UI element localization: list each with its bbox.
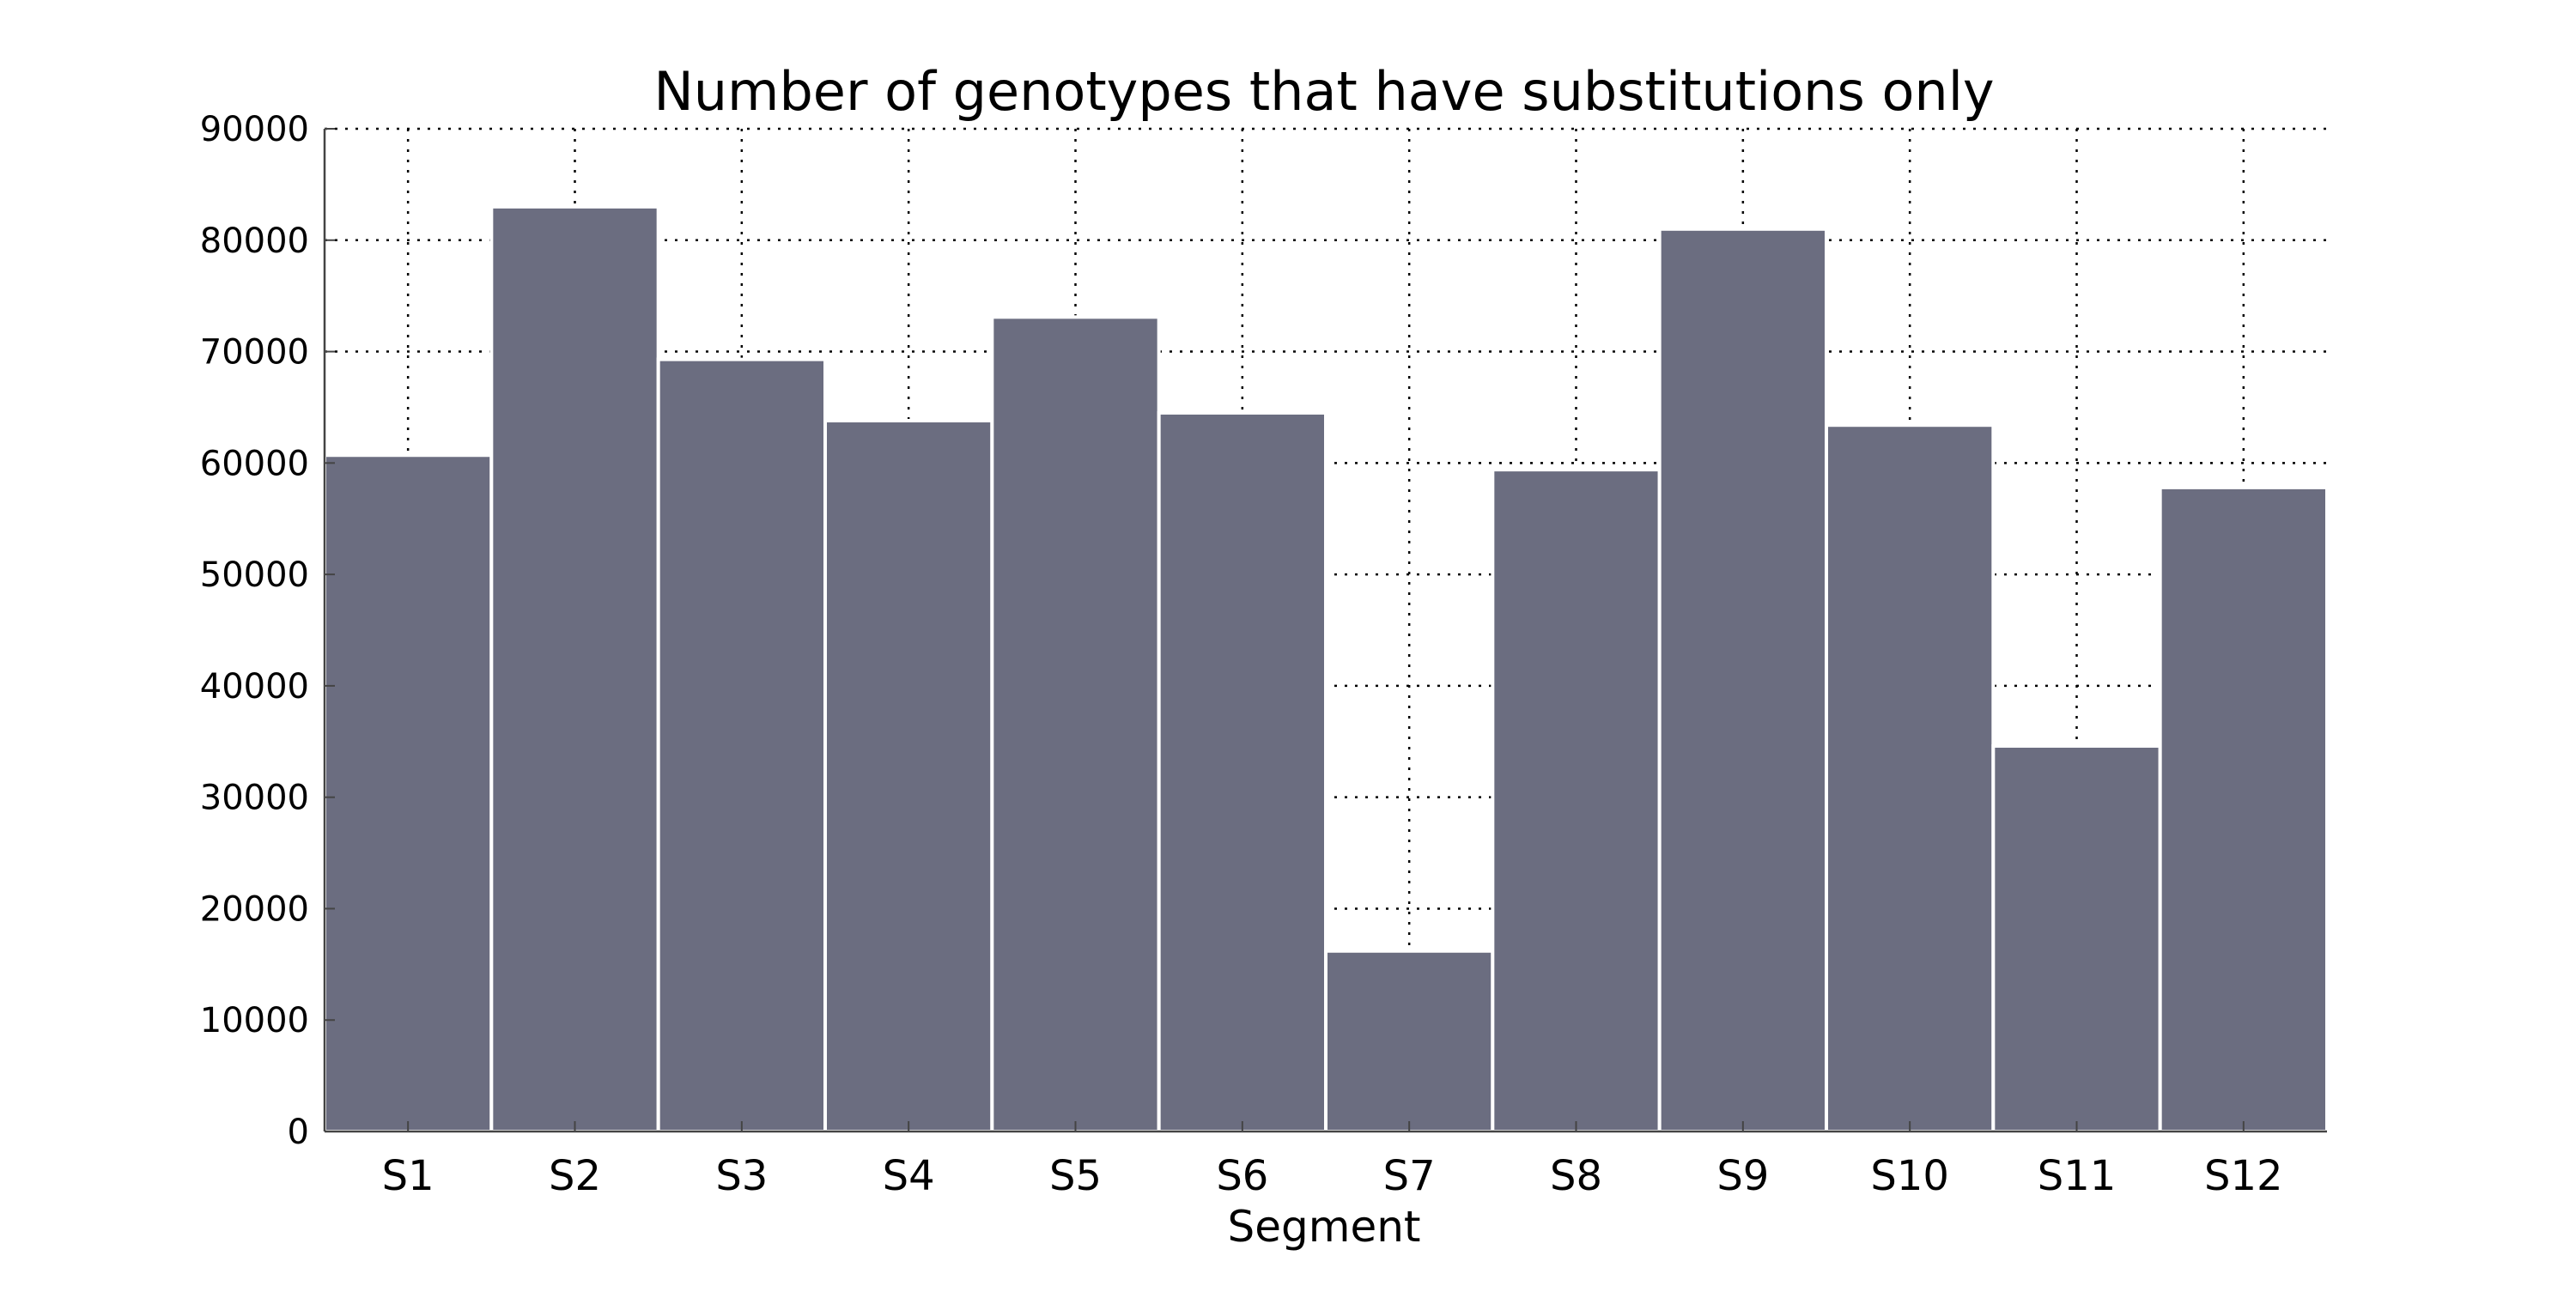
- x-tick-label-s6: S6: [1216, 1152, 1268, 1200]
- bar-s5: [990, 315, 1161, 1133]
- bar-s3: [656, 357, 828, 1133]
- bar-s12: [2158, 485, 2330, 1133]
- y-tick-label: 50000: [200, 555, 309, 595]
- tick-labels: 0 10000 20000 30000 40000 50000 60000 70000 8000…: [200, 110, 2283, 1200]
- x-tick-label-s4: S4: [883, 1152, 935, 1200]
- x-tick-label-s12: S12: [2204, 1152, 2283, 1200]
- bar-s7: [1324, 949, 1495, 1134]
- bar-s9: [1657, 227, 1828, 1133]
- x-tick-label-s3: S3: [715, 1152, 768, 1200]
- x-tick-label-s11: S11: [2038, 1152, 2117, 1200]
- chart-title: Number of genotypes that have substituti…: [653, 60, 1994, 123]
- bar-s2: [489, 204, 660, 1133]
- bars: [323, 204, 2330, 1134]
- bar-s11: [1991, 743, 2162, 1133]
- bar-s6: [1157, 410, 1327, 1133]
- x-tick-label-s8: S8: [1550, 1152, 1602, 1200]
- x-tick-label-s1: S1: [382, 1152, 434, 1200]
- y-tick-label: 80000: [200, 221, 309, 261]
- bar-s1: [323, 453, 494, 1133]
- axes: [323, 128, 2327, 1133]
- y-tick-label: 10000: [200, 1001, 309, 1040]
- y-tick-label: 20000: [200, 889, 309, 929]
- x-tick-label-s10: S10: [1870, 1152, 1949, 1200]
- x-tick-label-s2: S2: [549, 1152, 601, 1200]
- x-tick-label-s9: S9: [1716, 1152, 1769, 1200]
- y-tick-label: 0: [288, 1113, 309, 1152]
- x-axis-label: Segment: [1228, 1202, 1421, 1252]
- bar-s4: [823, 419, 994, 1134]
- x-tick-label-s5: S5: [1049, 1152, 1102, 1200]
- x-tick-label-s7: S7: [1383, 1152, 1436, 1200]
- y-tick-label: 70000: [200, 333, 309, 373]
- bar-s10: [1825, 423, 1996, 1134]
- y-tick-label: 60000: [200, 444, 309, 483]
- y-tick-label: 90000: [200, 110, 309, 149]
- y-tick-label: 30000: [200, 779, 309, 818]
- y-tick-label: 40000: [200, 667, 309, 707]
- bar-s8: [1491, 468, 1662, 1133]
